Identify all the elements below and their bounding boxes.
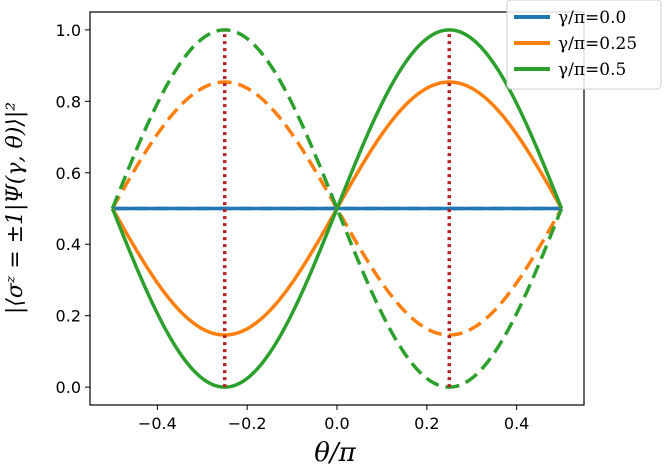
- legend-label-0: γ/π=0.0: [558, 8, 626, 28]
- x-tick-label: −0.4: [138, 414, 177, 433]
- y-tick-label: 0.4: [56, 235, 81, 254]
- x-axis-label: θ/π: [314, 438, 356, 468]
- y-tick-label: 1.0: [56, 21, 81, 40]
- legend-label-1: γ/π=0.25: [558, 34, 637, 54]
- y-tick-label: 0.8: [56, 92, 81, 111]
- legend: γ/π=0.0 γ/π=0.25 γ/π=0.5: [506, 0, 662, 90]
- y-axis-label: |⟨σᶻ = ±1|Ψ(γ, θ)⟩|²: [3, 102, 28, 314]
- y-tick-label: 0.2: [56, 307, 81, 326]
- axis-ticks: −0.4 −0.2 0.0 0.2 0.4 0.0 0.2 0.4 0.6 0.8 1.0: [56, 21, 530, 433]
- x-tick-label: −0.2: [228, 414, 267, 433]
- series-2-solid-line: [110, 28, 564, 389]
- plot-lines: [110, 28, 564, 389]
- series-1-dashed-line: [110, 80, 564, 337]
- legend-items: γ/π=0.0 γ/π=0.25 γ/π=0.5: [514, 8, 637, 80]
- legend-label-2: γ/π=0.5: [558, 60, 626, 80]
- x-tick-label: 0.4: [504, 414, 529, 433]
- x-tick-label: 0.0: [324, 414, 349, 433]
- y-tick-label: 0.6: [56, 164, 81, 183]
- x-tick-label: 0.2: [414, 414, 439, 433]
- legend-box: [506, 0, 662, 90]
- series-2-dashed-line: [110, 28, 564, 389]
- y-tick-label: 0.0: [56, 378, 81, 397]
